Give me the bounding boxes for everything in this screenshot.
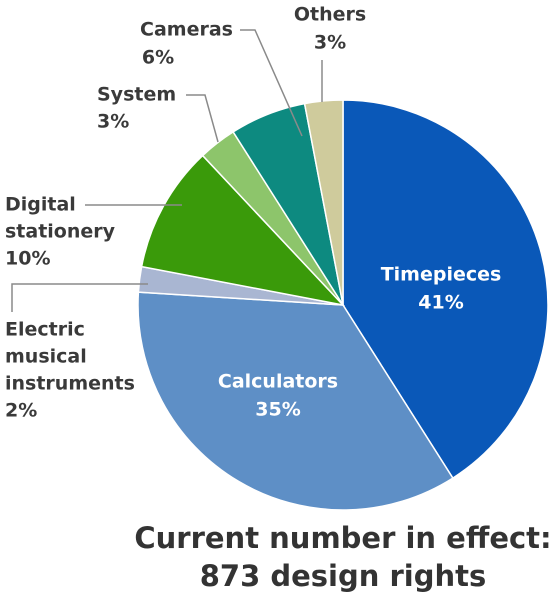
leader-line [11,283,148,312]
chart-title: 873 design rights [200,559,487,593]
slice-label: Calculators [218,371,338,393]
slice-label: stationery [5,221,116,243]
value-label: 3% [97,111,129,133]
chart-title: Current number in effect: [134,521,551,555]
value-label: 41% [418,292,463,314]
pie-slice [140,154,346,307]
slice-label: Digital [5,194,76,216]
leader-line [186,94,219,143]
slice-label: Electric [5,319,85,341]
slice-label: instruments [5,373,135,395]
pie-slice [137,291,454,511]
slice-label: Others [294,4,366,26]
value-label: 3% [314,32,346,54]
pie-slice [342,99,549,480]
value-label: 10% [5,248,50,270]
value-label: 2% [5,400,37,422]
value-label: 35% [255,399,300,421]
leader-line [240,29,303,137]
value-label: 6% [142,47,174,69]
slice-label: musical [5,346,87,368]
slice-label: Cameras [140,19,233,41]
slice-label: System [97,84,176,106]
pie-slice [303,99,344,306]
slice-label: Timepieces [381,264,502,286]
